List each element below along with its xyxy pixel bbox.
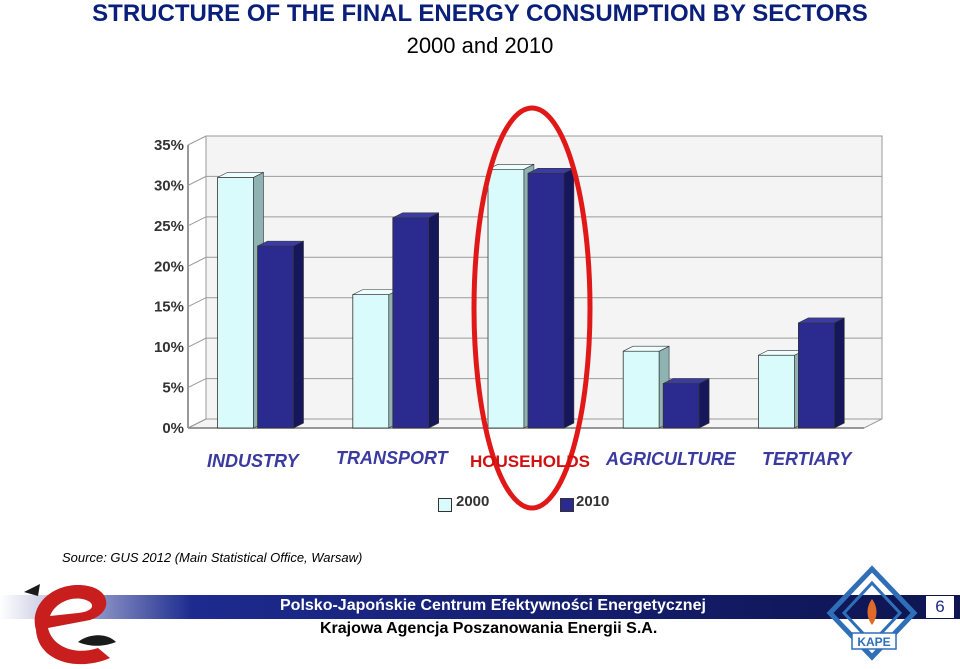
bar-2010-households [527, 172, 565, 429]
category-label-industry: INDUSTRY [207, 451, 299, 471]
e-logo-icon [24, 584, 116, 665]
bar-side [698, 378, 710, 429]
bar-2010-agriculture [662, 383, 700, 429]
category-label-tertiary: TERTIARY [762, 449, 852, 469]
legend-label-2010: 2010 [576, 493, 610, 510]
y-tick-label: 5% [162, 380, 184, 397]
kape-logo-icon: KAPE [826, 565, 918, 661]
footer-organization-line2: Krajowa Agencja Poszanowania Energii S.A… [320, 620, 658, 637]
bar-side [428, 212, 439, 429]
bar-side [293, 240, 304, 429]
category-label-agriculture: AGRICULTURE [606, 449, 736, 469]
bar-2010-industry [257, 245, 295, 429]
gridline [187, 337, 882, 348]
gridline [187, 256, 882, 267]
bar-2010-tertiary [798, 322, 835, 429]
category-label-transport: TRANSPORT [336, 448, 448, 468]
bar-2010-transport [392, 217, 430, 429]
legend-label-2000: 2000 [456, 493, 490, 510]
y-tick-label: 20% [154, 258, 184, 275]
bar-top [623, 345, 670, 352]
y-tick-label: 10% [154, 339, 184, 356]
y-tick-label: 30% [154, 177, 184, 194]
bar-side [834, 317, 845, 429]
bar-top [487, 164, 535, 170]
gridline [187, 135, 882, 146]
page-number: 6 [926, 596, 954, 618]
slide-title: STRUCTURE OF THE FINAL ENERGY CONSUMPTIO… [92, 0, 868, 27]
gridline [187, 216, 882, 227]
bar-top [392, 212, 439, 219]
slide-subtitle: 2000 and 2010 [406, 33, 554, 58]
source-note: Source: GUS 2012 (Main Statistical Offic… [62, 550, 363, 565]
bar-2000-households [487, 168, 525, 429]
gridline [187, 175, 882, 186]
bar-top [257, 240, 304, 247]
footer-bar [0, 595, 960, 619]
highlight-ellipse [471, 105, 593, 511]
legend-swatch-2000 [438, 498, 452, 512]
bar-top [217, 172, 264, 178]
category-label-households: HOUSEHOLDS [470, 452, 590, 471]
footer-organization-line1: Polsko-Japońskie Centrum Efektywności En… [280, 597, 706, 614]
bar-side [563, 167, 575, 429]
bar-2000-tertiary [758, 354, 795, 429]
kape-logo-text: KAPE [857, 635, 890, 649]
bar-top [798, 317, 845, 324]
bar-2000-industry [217, 176, 255, 429]
y-tick-label: 25% [154, 218, 184, 235]
y-tick-label: 35% [154, 137, 184, 154]
bar-2000-transport [352, 294, 390, 429]
legend-swatch-2010 [560, 498, 574, 512]
bar-2000-agriculture [622, 350, 660, 429]
gridline [187, 297, 882, 308]
bar-top [663, 378, 710, 384]
y-tick-label: 15% [154, 299, 184, 316]
y-tick-label: 0% [162, 420, 184, 437]
